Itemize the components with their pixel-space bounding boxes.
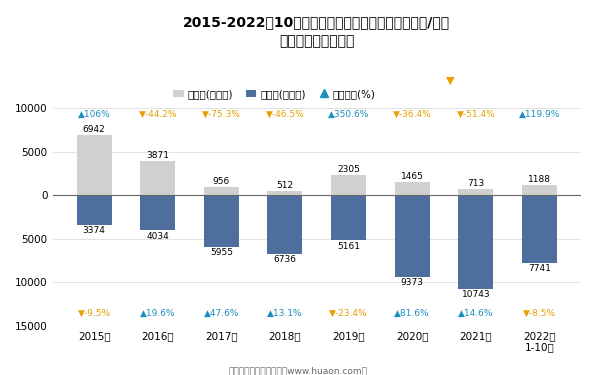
Text: 2305: 2305 — [337, 165, 360, 174]
Bar — [204, 187, 239, 195]
Bar — [140, 195, 175, 230]
Text: ▼-46.5%: ▼-46.5% — [266, 110, 305, 118]
Text: ▼-8.5%: ▼-8.5% — [523, 309, 556, 318]
Bar — [522, 185, 557, 195]
Text: 5161: 5161 — [337, 242, 360, 250]
Text: ▼-44.2%: ▼-44.2% — [138, 110, 177, 118]
Text: ▼: ▼ — [446, 76, 455, 86]
Bar — [331, 175, 366, 195]
Bar — [140, 162, 175, 195]
Text: ▲13.1%: ▲13.1% — [267, 309, 303, 318]
Text: 3871: 3871 — [146, 152, 169, 160]
Text: ▲350.6%: ▲350.6% — [328, 110, 370, 118]
Text: 9373: 9373 — [401, 278, 424, 287]
Bar — [458, 195, 493, 289]
Bar — [77, 195, 111, 225]
Text: ▲81.6%: ▲81.6% — [395, 309, 430, 318]
Text: ▲106%: ▲106% — [77, 110, 110, 118]
Text: 6736: 6736 — [274, 255, 296, 264]
Text: ▲47.6%: ▲47.6% — [204, 309, 239, 318]
Bar — [522, 195, 557, 263]
Text: ▼-23.4%: ▼-23.4% — [330, 309, 368, 318]
Text: ▼-75.3%: ▼-75.3% — [202, 110, 241, 118]
Legend: 出口额(万美元), 进口额(万美元), 同比增长(%): 出口额(万美元), 进口额(万美元), 同比增长(%) — [169, 85, 380, 103]
Text: 5955: 5955 — [210, 249, 233, 258]
Text: ▲19.6%: ▲19.6% — [140, 309, 176, 318]
Bar — [395, 183, 430, 195]
Bar — [77, 135, 111, 195]
Text: ▲119.9%: ▲119.9% — [519, 110, 560, 118]
Bar — [395, 195, 430, 277]
Text: 1188: 1188 — [528, 175, 551, 184]
Text: 7741: 7741 — [528, 264, 551, 273]
Text: 3374: 3374 — [83, 226, 105, 235]
Text: 6942: 6942 — [83, 124, 105, 134]
Text: 713: 713 — [467, 179, 485, 188]
Text: 512: 512 — [277, 181, 294, 190]
Text: ▼-51.4%: ▼-51.4% — [457, 110, 495, 118]
Text: 4034: 4034 — [147, 232, 169, 241]
Title: 2015-2022年10月银川经济技术开发区（境内目的地/货源
地）进、出口额统计: 2015-2022年10月银川经济技术开发区（境内目的地/货源 地）进、出口额统… — [183, 15, 451, 48]
Text: 956: 956 — [213, 177, 230, 186]
Bar — [268, 195, 303, 254]
Bar — [331, 195, 366, 240]
Text: 10743: 10743 — [461, 290, 490, 299]
Text: ▼-36.4%: ▼-36.4% — [393, 110, 432, 118]
Bar — [458, 189, 493, 195]
Text: ▲14.6%: ▲14.6% — [458, 309, 493, 318]
Text: 制图：华经产业研究院（www.huaon.com）: 制图：华经产业研究院（www.huaon.com） — [228, 366, 368, 375]
Text: 1465: 1465 — [401, 172, 424, 182]
Text: ▼-9.5%: ▼-9.5% — [77, 309, 111, 318]
Bar — [204, 195, 239, 247]
Bar — [268, 191, 303, 195]
